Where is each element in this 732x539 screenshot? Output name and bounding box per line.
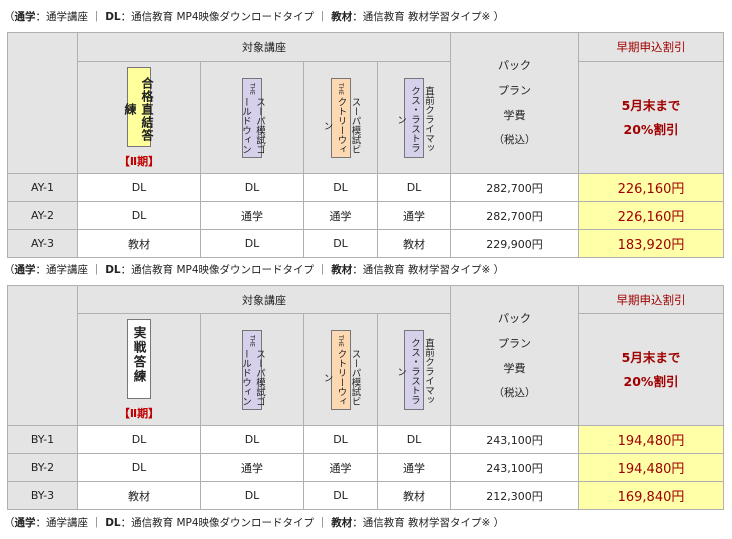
pack-price: 229,900円 xyxy=(450,229,579,258)
plan-code: AY-1 xyxy=(7,173,78,202)
course-mode: DL xyxy=(77,453,201,482)
tax-label: （税込） xyxy=(493,386,536,399)
course-mode: 教材 xyxy=(377,481,451,510)
pack-price: 243,100円 xyxy=(450,453,579,482)
course-mode: 教材 xyxy=(77,481,201,510)
table-row: AY-1 DL DL DL DL 282,700円 226,160円 xyxy=(7,173,724,202)
course-mode: DL xyxy=(200,481,304,510)
pack-plan-header: パック プラン 学費 （税込） xyxy=(450,285,579,426)
course-gold-cell: THE スーパ模試ゴールドウィン xyxy=(200,61,304,174)
pack-price: 212,300円 xyxy=(450,481,579,510)
plan-code: BY-2 xyxy=(7,453,78,482)
early-discount-header: 早期申込割引 xyxy=(578,285,724,314)
discount-rate: 20%割引 xyxy=(623,373,679,389)
discount-price: 226,160円 xyxy=(578,201,724,230)
term-label: 【Ⅱ期】 xyxy=(118,406,160,420)
course-victory: THE スーパ模試ビクトリーウィン xyxy=(322,329,361,410)
plan-label: プラン xyxy=(498,336,531,350)
course-mode: 通学 xyxy=(200,201,304,230)
tuition-label: 学費 xyxy=(503,361,526,375)
corner-cell xyxy=(7,32,78,174)
course-gold-cell: THE スーパ模試ゴールドウィン xyxy=(200,313,304,426)
course-mode: DL xyxy=(303,425,378,454)
course-victory-cell: THE スーパ模試ビクトリーウィン xyxy=(303,313,378,426)
course-gold: THE スーパ模試ゴールドウィン xyxy=(240,77,265,158)
plan-code: BY-3 xyxy=(7,481,78,510)
pack-label: パック xyxy=(498,59,531,72)
discount-price: 183,920円 xyxy=(578,229,724,258)
discount-price: 169,840円 xyxy=(578,481,724,510)
early-discount-info: 5月末まで 20%割引 xyxy=(578,313,724,426)
course-mode: DL xyxy=(303,173,378,202)
course-mode: DL xyxy=(77,201,201,230)
term-label: 【Ⅱ期】 xyxy=(118,154,160,168)
course-mode: DL xyxy=(303,229,378,258)
table-row: BY-2 DL 通学 通学 通学 243,100円 194,480円 xyxy=(7,453,724,482)
tuition-label: 学費 xyxy=(503,109,526,122)
deadline-label: 5月末まで xyxy=(621,349,681,365)
course-gokaku-cell: 合格直結答練 【Ⅱ期】 xyxy=(77,61,201,174)
pack-price: 282,700円 xyxy=(450,173,579,202)
course-gold: THE スーパ模試ゴールドウィン xyxy=(240,329,265,410)
deadline-label: 5月末まで xyxy=(621,97,681,113)
legend-note: （通学：通学講座 ｜ DL：通信教育 MP4映像ダウンロードタイプ ｜ 教材：通… xyxy=(4,11,505,23)
price-table-a: 対象講座 パック プラン 学費 （税込） 早期申込割引 合格直結答練 【Ⅱ期】 … xyxy=(7,32,724,258)
discount-rate: 20%割引 xyxy=(623,121,679,137)
pack-price: 243,100円 xyxy=(450,425,579,454)
pack-label: パック xyxy=(498,311,531,325)
plan-label: プラン xyxy=(498,84,531,97)
table-row: BY-1 DL DL DL DL 243,100円 194,480円 xyxy=(7,425,724,454)
pack-price: 282,700円 xyxy=(450,201,579,230)
course-mode: DL xyxy=(377,173,451,202)
course-victory-cell: THE スーパ模試ビクトリーウィン xyxy=(303,61,378,174)
course-gokaku: 合格直結答練 xyxy=(123,66,154,147)
discount-price: 226,160円 xyxy=(578,173,724,202)
plan-code: AY-3 xyxy=(7,229,78,258)
course-jissen: 実戦答練 xyxy=(127,318,151,399)
courses-header: 対象講座 xyxy=(77,32,451,62)
legend-note: （通学：通学講座 ｜ DL：通信教育 MP4映像ダウンロードタイプ ｜ 教材：通… xyxy=(4,264,505,276)
course-mode: DL xyxy=(77,173,201,202)
course-mode: DL xyxy=(200,425,304,454)
price-table-b: 対象講座 パック プラン 学費 （税込） 早期申込割引 実戦答練 【Ⅱ期】 TH… xyxy=(7,285,724,510)
courses-header: 対象講座 xyxy=(77,285,451,314)
pack-plan-header: パック プラン 学費 （税込） xyxy=(450,32,579,174)
course-jissen-cell: 実戦答練 【Ⅱ期】 xyxy=(77,313,201,426)
course-mode: 通学 xyxy=(200,453,304,482)
course-climax-cell: 直前クライマックス・ラストラン xyxy=(377,313,451,426)
course-mode: DL xyxy=(77,425,201,454)
course-mode: 通学 xyxy=(303,453,378,482)
corner-cell xyxy=(7,285,78,426)
course-mode: 教材 xyxy=(77,229,201,258)
course-climax: 直前クライマックス・ラストラン xyxy=(395,329,434,410)
tax-label: （税込） xyxy=(493,134,536,146)
course-victory: THE スーパ模試ビクトリーウィン xyxy=(322,77,361,158)
course-mode: 教材 xyxy=(377,229,451,258)
discount-price: 194,480円 xyxy=(578,453,724,482)
course-climax: 直前クライマックス・ラストラン xyxy=(395,77,434,158)
legend-note: （通学：通学講座 ｜ DL：通信教育 MP4映像ダウンロードタイプ ｜ 教材：通… xyxy=(4,517,505,529)
early-discount-header: 早期申込割引 xyxy=(578,32,724,62)
plan-code: BY-1 xyxy=(7,425,78,454)
course-mode: DL xyxy=(303,481,378,510)
early-discount-info: 5月末まで 20%割引 xyxy=(578,61,724,174)
plan-code: AY-2 xyxy=(7,201,78,230)
course-mode: 通学 xyxy=(377,201,451,230)
course-mode: DL xyxy=(200,229,304,258)
course-climax-cell: 直前クライマックス・ラストラン xyxy=(377,61,451,174)
course-mode: 通学 xyxy=(377,453,451,482)
table-row: AY-2 DL 通学 通学 通学 282,700円 226,160円 xyxy=(7,201,724,230)
discount-price: 194,480円 xyxy=(578,425,724,454)
table-row: AY-3 教材 DL DL 教材 229,900円 183,920円 xyxy=(7,229,724,258)
course-mode: DL xyxy=(200,173,304,202)
course-mode: DL xyxy=(377,425,451,454)
table-row: BY-3 教材 DL DL 教材 212,300円 169,840円 xyxy=(7,481,724,510)
course-mode: 通学 xyxy=(303,201,378,230)
